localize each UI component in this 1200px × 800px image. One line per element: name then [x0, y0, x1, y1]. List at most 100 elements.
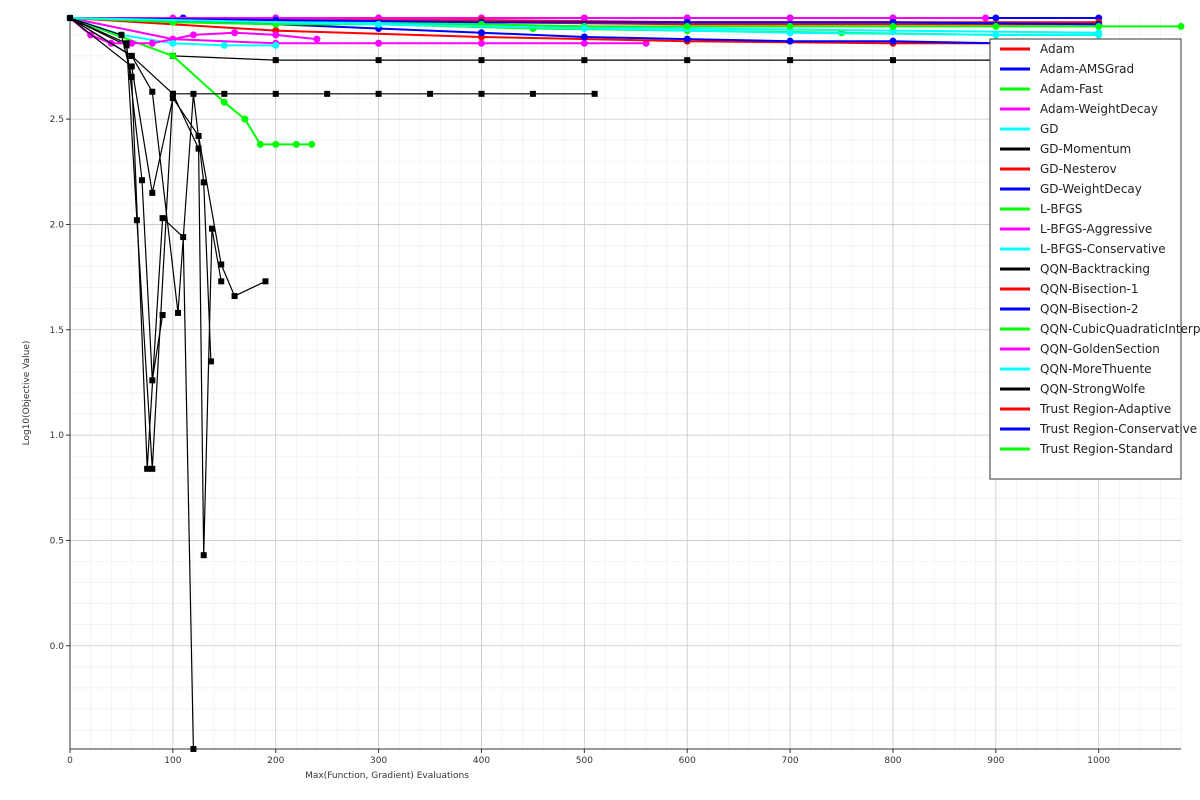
legend-label: Trust Region-Standard — [1039, 442, 1173, 456]
legend-label: L-BFGS — [1040, 202, 1082, 216]
series-point — [67, 15, 73, 21]
series-point — [272, 90, 279, 97]
series-point — [786, 22, 794, 30]
x-tick-label: 500 — [576, 756, 593, 766]
x-tick-label: 300 — [370, 756, 387, 766]
series-point — [477, 29, 485, 37]
x-tick-label: 200 — [267, 756, 284, 766]
x-tick-label: 0 — [67, 756, 73, 766]
legend: Adam Adam-AMSGrad Adam-Fast Adam-WeightDeca… — [989, 38, 1200, 480]
series-point — [149, 465, 156, 472]
x-tick-label: 700 — [781, 756, 798, 766]
legend-label: Adam-Fast — [1040, 82, 1103, 96]
series-point — [208, 225, 215, 232]
series-point — [128, 73, 135, 80]
legend-label: GD-Momentum — [1040, 142, 1131, 156]
series-point — [256, 140, 264, 148]
series-point — [159, 215, 166, 222]
series-point — [169, 39, 177, 47]
x-axis-label: Max(Function, Gradient) Evaluations — [305, 771, 469, 781]
series-point — [786, 37, 794, 45]
tick-labels: 0 100 200 300 400 500 600 700 800 900 1000 0.0 0.5 1.… — [50, 115, 1111, 766]
series-point — [189, 31, 197, 39]
series-point — [580, 14, 588, 22]
y-axis-label: Log10(Objective Value) — [22, 341, 32, 446]
series-point — [128, 63, 135, 70]
x-tick-label: 800 — [884, 756, 901, 766]
series-point — [231, 29, 239, 37]
series-point — [992, 14, 1000, 22]
series-point — [324, 90, 331, 97]
x-tick-label: 1000 — [1087, 756, 1110, 766]
series-point — [580, 39, 588, 47]
series-point — [169, 95, 176, 102]
legend-label: Trust Region-Conservative — [1039, 422, 1197, 436]
legend-label: QQN-GoldenSection — [1040, 342, 1160, 356]
series-layer — [66, 14, 1185, 752]
series-point — [308, 140, 316, 148]
y-tick-label: 2.5 — [50, 115, 64, 125]
series-point — [292, 140, 300, 148]
x-tick-label: 900 — [987, 756, 1004, 766]
series-point — [200, 179, 207, 186]
series-point — [375, 39, 383, 47]
legend-label: QQN-MoreThuente — [1040, 362, 1152, 376]
y-tick-label: 2.0 — [50, 220, 65, 230]
x-tick-label: 400 — [473, 756, 490, 766]
series-point — [220, 41, 228, 49]
legend-label: Adam — [1040, 42, 1075, 56]
legend-label: Trust Region-Adaptive — [1039, 402, 1171, 416]
series-point — [231, 293, 238, 300]
series-point — [221, 90, 228, 97]
series-point — [1177, 22, 1185, 30]
series-point — [889, 37, 897, 45]
series-point — [272, 31, 280, 39]
series-point — [128, 39, 136, 47]
series-point — [195, 145, 202, 152]
legend-label: GD-Nesterov — [1040, 162, 1117, 176]
series-point — [889, 57, 896, 64]
legend-label: GD — [1040, 122, 1059, 136]
series-point — [169, 52, 177, 60]
series-point — [992, 22, 1000, 30]
series-point — [1095, 31, 1103, 39]
series-point — [427, 90, 434, 97]
series-point — [1095, 22, 1103, 30]
series-point — [787, 57, 794, 64]
series-point — [786, 29, 794, 37]
legend-label: QQN-Backtracking — [1040, 262, 1150, 276]
series-point — [580, 33, 588, 41]
series-point — [272, 140, 280, 148]
series-point — [159, 312, 166, 319]
series-point — [272, 41, 280, 49]
series-point — [149, 189, 156, 196]
series-point — [175, 309, 182, 316]
series-point — [207, 358, 214, 365]
series-point — [982, 14, 990, 22]
series-point — [889, 22, 897, 30]
series-point — [133, 217, 140, 224]
legend-label: QQN-CubicQuadraticInterpolation — [1040, 322, 1200, 336]
series-line-20 — [69, 17, 266, 297]
series-point — [683, 22, 691, 30]
series-point — [580, 25, 588, 33]
series-point — [148, 39, 156, 47]
series-point — [149, 88, 156, 95]
series-point — [591, 90, 598, 97]
y-tick-label: 0.5 — [50, 536, 64, 546]
series-point — [144, 465, 151, 472]
series-point — [786, 14, 794, 22]
series-point — [262, 278, 269, 285]
legend-label: L-BFGS-Conservative — [1040, 242, 1166, 256]
series-point — [220, 98, 228, 106]
series-line-16 — [69, 17, 1099, 36]
series-point — [375, 90, 382, 97]
series-point — [529, 90, 536, 97]
series-point — [581, 57, 588, 64]
series-line-14 — [69, 17, 1181, 28]
series-point — [642, 39, 650, 47]
series-point — [683, 35, 691, 43]
series-point — [218, 278, 225, 285]
